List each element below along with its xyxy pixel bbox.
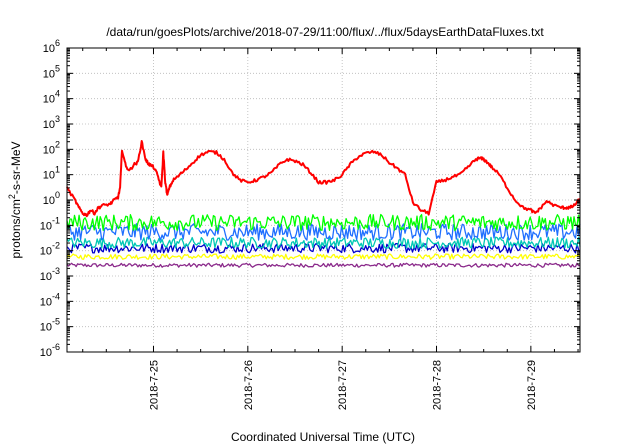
y-tick-label: 10-6 (40, 342, 60, 359)
x-tick-label: 2018-7-26 (243, 360, 255, 410)
y-tick-label-exponent: 4 (55, 89, 60, 99)
y-tick-label-exponent: -4 (52, 291, 60, 301)
y-tick-label-base: 10 (43, 43, 55, 55)
x-tick-label: 2018-7-25 (148, 360, 160, 410)
y-tick-label-base: 10 (43, 119, 55, 131)
y-axis-label: protons/cm2-s-sr-MeV (7, 141, 23, 258)
y-tick-label: 100 (43, 190, 60, 207)
y-tick-label-base: 10 (43, 170, 55, 182)
y-tick-label: 10-2 (40, 241, 60, 258)
y-tick-label: 103 (43, 114, 60, 131)
x-tick-labels: 2018-7-25 2018-7-26 2018-7-27 2018-7-28 2018… (148, 360, 537, 410)
x-tick-label: 2018-7-27 (337, 360, 349, 410)
x-axis-label: Coordinated Universal Time (UTC) (231, 430, 415, 444)
y-tick-label: 102 (43, 139, 60, 156)
grid (67, 48, 580, 352)
y-tick-label-base: 10 (40, 296, 52, 308)
y-tick-label-exponent: -2 (52, 241, 60, 251)
y-tick-label: 10-4 (40, 291, 60, 308)
series-line (66, 253, 581, 260)
y-tick-label-exponent: -3 (52, 266, 60, 276)
y-tick-label-exponent: -5 (52, 317, 60, 327)
y-tick-label: 101 (43, 165, 60, 182)
y-tick-label-base: 10 (40, 271, 52, 283)
y-tick-label-base: 10 (40, 347, 52, 359)
y-tick-label-base: 10 (43, 94, 55, 106)
y-tick-label: 106 (43, 38, 60, 55)
y-tick-label: 104 (43, 89, 60, 106)
axis-ticks (67, 47, 580, 353)
x-tick-label: 2018-7-28 (432, 360, 444, 410)
y-tick-label-exponent: -1 (52, 215, 60, 225)
y-axis-label-rest: -s-sr-MeV (9, 141, 23, 194)
x-tick-label: 2018-7-29 (526, 360, 538, 410)
y-tick-label: 10-3 (40, 266, 60, 283)
series-line (66, 213, 581, 232)
y-tick-label-exponent: 0 (55, 190, 60, 200)
y-tick-label-exponent: 2 (55, 139, 60, 149)
y-tick-label-base: 10 (40, 322, 52, 334)
y-axis-label-base: protons/cm (9, 199, 23, 258)
y-tick-label-base: 10 (40, 246, 52, 258)
chart-title: /data/run/goesPlots/archive/2018-07-29/1… (106, 25, 544, 39)
y-tick-label: 10-1 (40, 215, 60, 232)
y-tick-label-base: 10 (43, 144, 55, 156)
y-tick-label-exponent: 5 (55, 63, 60, 73)
y-axis-label-sup: 2 (7, 194, 17, 199)
y-tick-label-exponent: 6 (55, 38, 60, 48)
y-tick-label-exponent: 3 (55, 114, 60, 124)
y-tick-label-base: 10 (43, 68, 55, 80)
plot-frame (66, 47, 581, 353)
y-tick-label-base: 10 (43, 195, 55, 207)
y-tick-labels: 10-610-510-410-310-210-11001011021031041… (40, 38, 60, 359)
series-line (66, 140, 581, 218)
y-tick-label: 105 (43, 63, 60, 80)
series-line (66, 236, 581, 249)
y-tick-label-exponent: -6 (52, 342, 60, 352)
y-tick-label: 10-5 (40, 317, 60, 334)
y-tick-label-base: 10 (40, 220, 52, 232)
y-tick-label-exponent: 1 (55, 165, 60, 175)
series-group (66, 140, 581, 268)
series-line (66, 262, 581, 268)
